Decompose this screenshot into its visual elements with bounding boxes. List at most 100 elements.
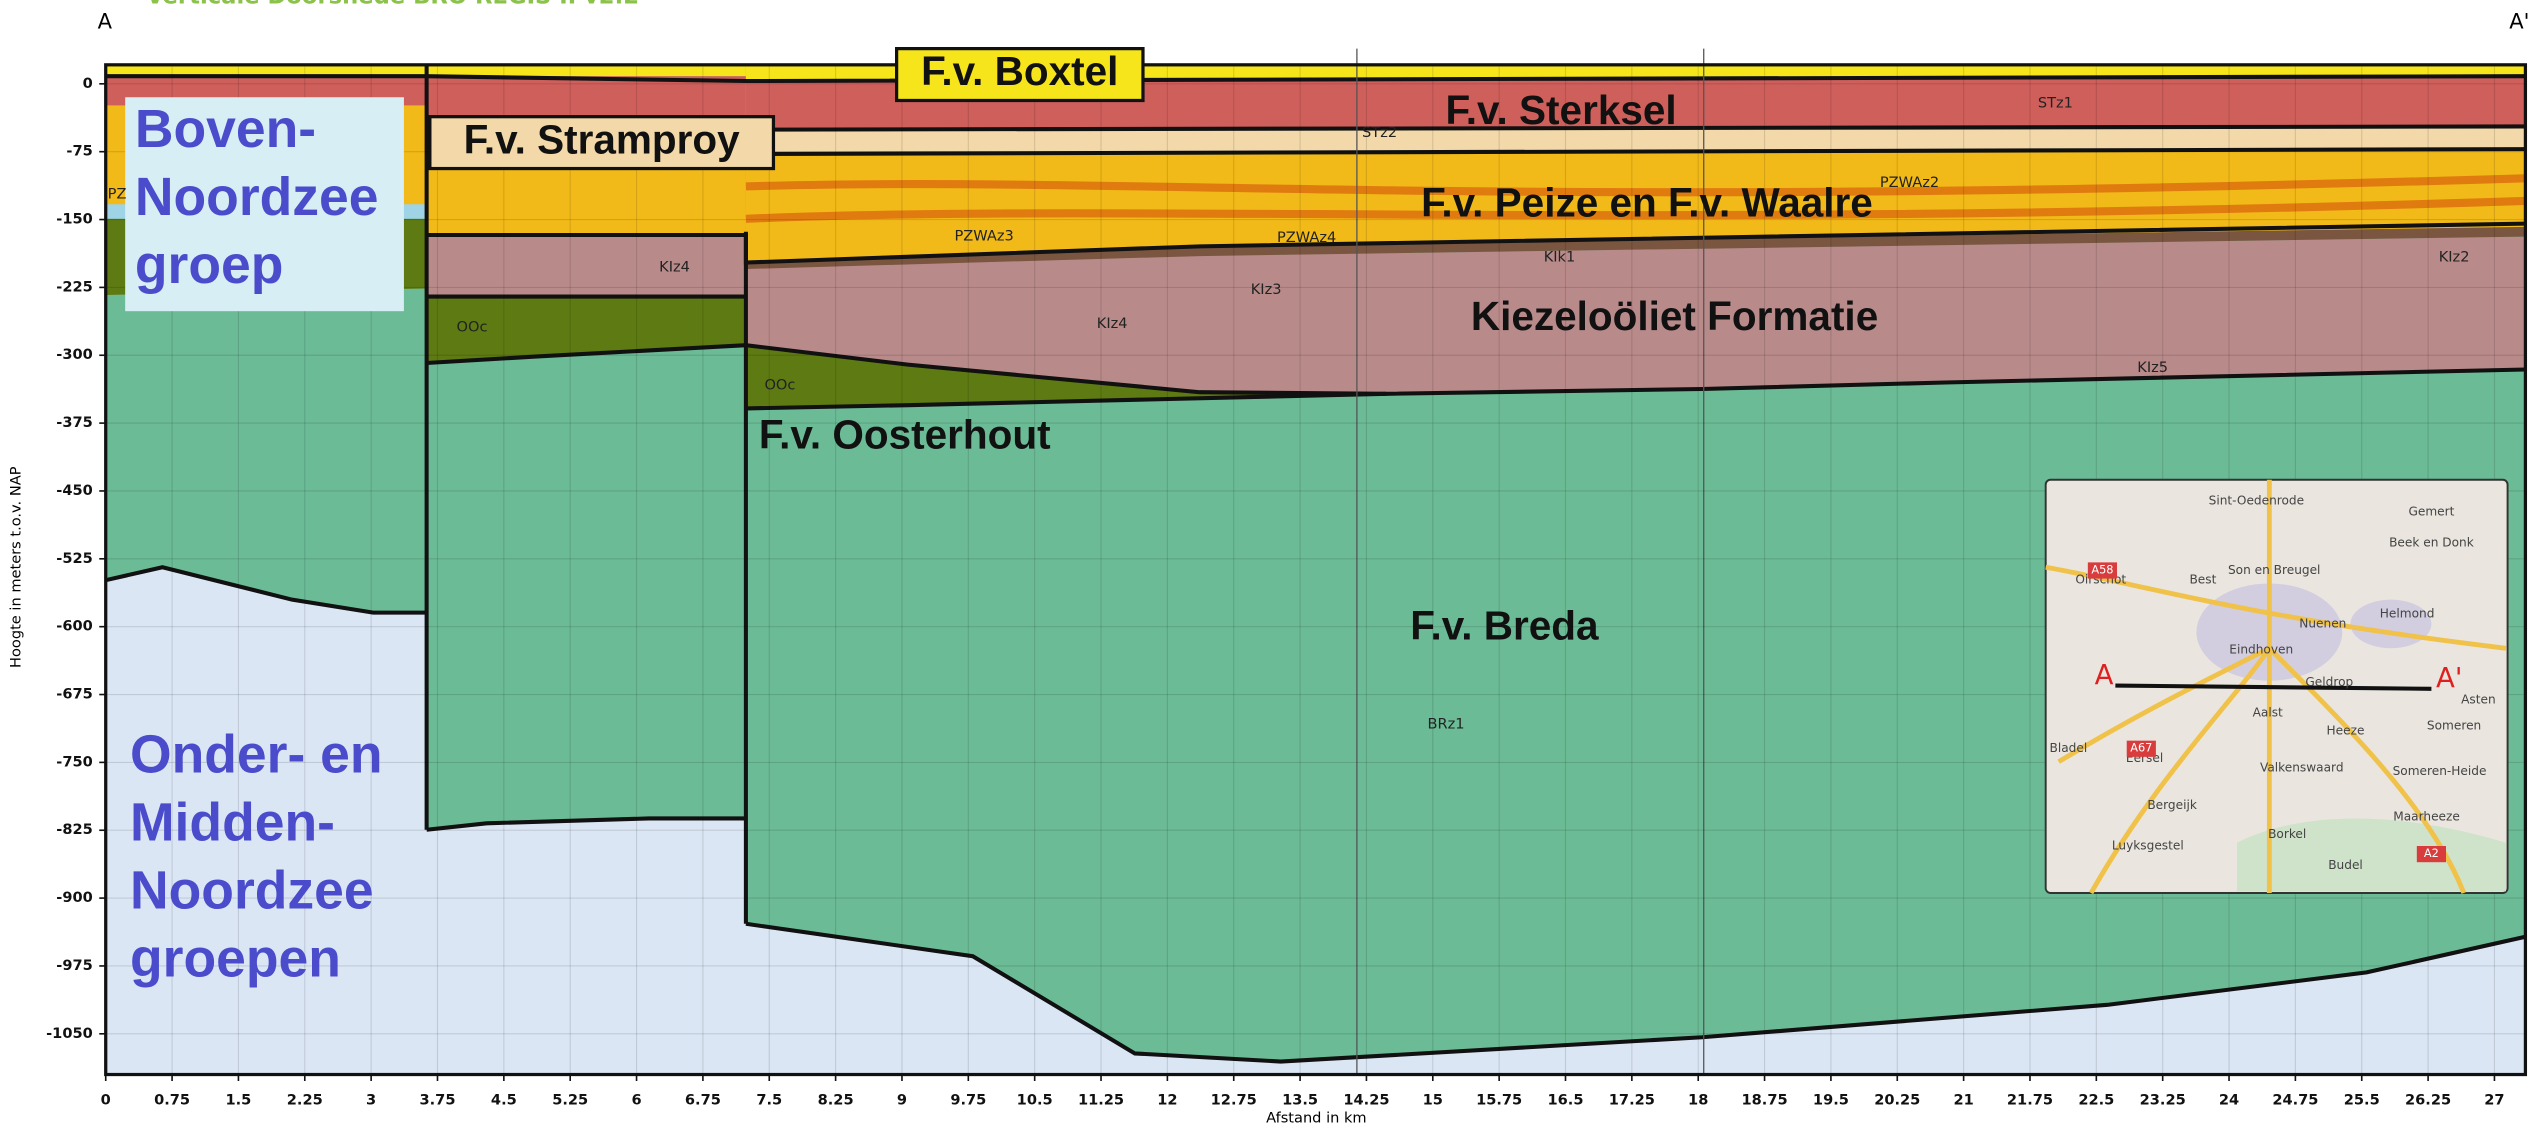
x-tick-label: 6.75 bbox=[685, 1091, 721, 1108]
x-tick-label: 27 bbox=[2484, 1091, 2504, 1108]
y-tick-label: -525 bbox=[56, 550, 92, 567]
x-tick-label: 14.25 bbox=[1343, 1091, 1389, 1108]
map-place: Budel bbox=[2328, 858, 2363, 872]
x-tick-label: 4.5 bbox=[491, 1091, 517, 1108]
map-place: Geldrop bbox=[2305, 675, 2353, 689]
formation-label: F.v. Peize en F.v. Waalre bbox=[1421, 180, 1873, 226]
map-place: Best bbox=[2189, 573, 2216, 587]
unit-code: PZWAz4 bbox=[1277, 229, 1336, 246]
unit-code: KIz4 bbox=[659, 258, 690, 275]
x-tick-label: 6 bbox=[631, 1091, 641, 1108]
x-tick-label: 18 bbox=[1688, 1091, 1708, 1108]
y-tick-label: -900 bbox=[56, 889, 92, 906]
unit-code: BRz1 bbox=[1428, 715, 1465, 732]
x-tick-label: 13.5 bbox=[1282, 1091, 1318, 1108]
map-place: Maarheeze bbox=[2393, 809, 2460, 823]
map-place: Heeze bbox=[2327, 723, 2365, 737]
formation-label: F.v. Sterksel bbox=[1446, 87, 1677, 133]
map-place: Beek en Donk bbox=[2389, 535, 2474, 549]
y-tick-label: -1050 bbox=[46, 1025, 93, 1042]
x-tick-label: 9.75 bbox=[950, 1091, 986, 1108]
y-axis-label: Hoogte in meters t.o.v. NAP bbox=[8, 466, 25, 668]
x-tick-label: 19.5 bbox=[1813, 1091, 1849, 1108]
y-tick-label: -450 bbox=[56, 482, 92, 499]
x-tick-label: 1.5 bbox=[226, 1091, 252, 1108]
map-place: Valkenswaard bbox=[2260, 761, 2344, 775]
x-tick-label: 11.25 bbox=[1078, 1091, 1124, 1108]
map-place: Nuenen bbox=[2299, 616, 2346, 630]
chart-title: Verticale Doorsnede BRO REGIS II v2.2 bbox=[146, 0, 639, 9]
y-tick-label: -375 bbox=[56, 414, 92, 431]
map-place: Borkel bbox=[2268, 827, 2306, 841]
map-place: Bergeijk bbox=[2147, 798, 2197, 812]
x-axis-label: Afstand in km bbox=[1266, 1109, 1367, 1126]
x-tick-label: 23.25 bbox=[2140, 1091, 2186, 1108]
x-tick-label: 3.75 bbox=[420, 1091, 456, 1108]
map-place: Gemert bbox=[2408, 505, 2454, 519]
y-tick-label: -675 bbox=[56, 686, 92, 703]
unit-code: KIz4 bbox=[1097, 315, 1128, 332]
x-tick-label: 12 bbox=[1157, 1091, 1177, 1108]
map-end: A' bbox=[2436, 662, 2462, 694]
y-tick-label: -975 bbox=[56, 957, 92, 974]
x-tick-label: 18.75 bbox=[1741, 1091, 1787, 1108]
x-tick-label: 2.25 bbox=[287, 1091, 323, 1108]
map-place: Helmond bbox=[2380, 607, 2435, 621]
map-place: Eindhoven bbox=[2229, 642, 2293, 656]
unit-code: PZWAz3 bbox=[954, 228, 1013, 245]
x-tick-label: 0.75 bbox=[154, 1091, 190, 1108]
x-tick-label: 7.5 bbox=[756, 1091, 782, 1108]
start-label: A bbox=[98, 9, 113, 34]
y-tick-label: -300 bbox=[56, 346, 92, 363]
x-tick-label: 26.25 bbox=[2405, 1091, 2451, 1108]
map-place: Son en Breugel bbox=[2228, 563, 2320, 577]
x-tick-label: 24.75 bbox=[2272, 1091, 2318, 1108]
x-tick-label: 15 bbox=[1423, 1091, 1443, 1108]
x-tick-label: 22.5 bbox=[2078, 1091, 2114, 1108]
sterksel-layer bbox=[427, 76, 746, 121]
map-place: Luyksgestel bbox=[2112, 838, 2184, 852]
map-start: A bbox=[2095, 659, 2114, 691]
map-place: Aalst bbox=[2253, 706, 2283, 720]
map-place: Someren-Heide bbox=[2393, 764, 2487, 778]
map-place: Bladel bbox=[2050, 741, 2088, 755]
x-tick-label: 24 bbox=[2219, 1091, 2239, 1108]
formation-label: F.v. Stramproy bbox=[464, 116, 741, 162]
x-tick-label: 21.75 bbox=[2007, 1091, 2053, 1108]
x-tick-label: 17.25 bbox=[1609, 1091, 1655, 1108]
boxtel-layer bbox=[427, 65, 746, 76]
y-tick-label: -825 bbox=[56, 821, 92, 838]
formation-label: F.v. Boxtel bbox=[921, 48, 1118, 94]
x-tick-label: 16.5 bbox=[1548, 1091, 1584, 1108]
end-label: A' bbox=[2509, 9, 2529, 34]
unit-code: KIz3 bbox=[1251, 281, 1282, 298]
chart: Verticale Doorsnede BRO REGIS II v2.2 A … bbox=[0, 0, 2542, 1128]
y-tick-label: -150 bbox=[56, 211, 92, 228]
map-place: Sint-Oedenrode bbox=[2209, 493, 2304, 507]
road-label: A2 bbox=[2424, 846, 2439, 860]
x-tick-label: 12.75 bbox=[1211, 1091, 1257, 1108]
x-tick-label: 5.25 bbox=[552, 1091, 588, 1108]
unit-code: STz2 bbox=[1362, 124, 1397, 141]
unit-code: KIz5 bbox=[2137, 359, 2168, 376]
y-tick-label: -600 bbox=[56, 618, 92, 635]
road-label: A67 bbox=[2130, 741, 2152, 755]
x-tick-label: 25.5 bbox=[2344, 1091, 2380, 1108]
formation-label: F.v. Oosterhout bbox=[759, 411, 1051, 457]
map-place: Someren bbox=[2427, 719, 2481, 733]
unit-code: PZWAz2 bbox=[1880, 174, 1939, 191]
x-tick-label: 0 bbox=[101, 1091, 111, 1108]
x-tick-label: 8.25 bbox=[818, 1091, 854, 1108]
formation-label: F.v. Breda bbox=[1410, 603, 1599, 649]
unit-code: OOc bbox=[764, 377, 795, 394]
unit-code: STz1 bbox=[2038, 95, 2073, 112]
unit-code: KIk1 bbox=[1544, 249, 1576, 266]
x-tick-label: 10.5 bbox=[1017, 1091, 1053, 1108]
y-tick-label: 0 bbox=[83, 75, 93, 92]
x-tick-label: 15.75 bbox=[1476, 1091, 1522, 1108]
unit-code: OOc bbox=[457, 318, 488, 335]
formation-label: Kiezeloöliet Formatie bbox=[1471, 293, 1878, 339]
x-tick-label: 3 bbox=[366, 1091, 376, 1108]
y-tick-label: -75 bbox=[66, 143, 92, 160]
